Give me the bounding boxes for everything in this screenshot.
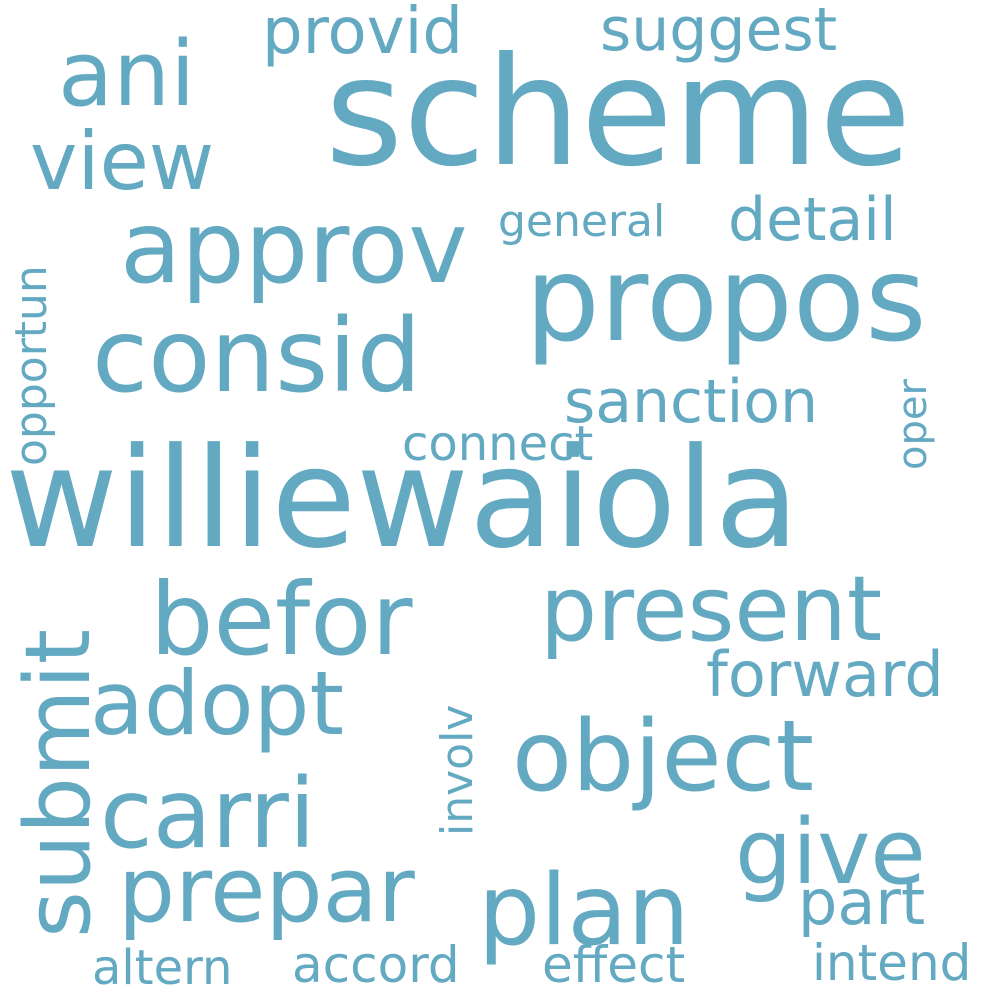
word-effect: effect (542, 936, 686, 994)
word-give: give (735, 800, 926, 905)
word-general: general (498, 196, 666, 247)
word-detail: detail (728, 185, 897, 255)
word-oper: oper (890, 379, 936, 470)
word-williewaiola: williewaiola (5, 418, 800, 579)
word-adopt: adopt (90, 652, 344, 755)
word-plan: plan (478, 854, 690, 968)
word-object: object (512, 700, 814, 814)
word-sanction: sanction (564, 367, 818, 437)
word-ani: ani (58, 22, 196, 127)
word-part: part (798, 866, 926, 939)
word-opportun: opportun (6, 265, 57, 466)
word-present: present (540, 557, 883, 662)
word-propos: propos (525, 230, 927, 368)
word-provid: provid (262, 0, 463, 69)
word-accord: accord (292, 936, 460, 994)
word-consid: consid (92, 297, 422, 416)
word-involv: involv (432, 704, 483, 836)
word-prepar: prepar (118, 838, 415, 943)
word-altern: altern (92, 940, 233, 996)
word-carri: carri (100, 758, 316, 870)
word-scheme: scheme (325, 26, 912, 200)
word-view: view (30, 115, 215, 208)
word-befor: befor (150, 561, 413, 678)
word-approv: approv (120, 189, 468, 306)
word-connect: connect (402, 416, 594, 472)
word-suggest: suggest (600, 0, 838, 65)
word-intend: intend (812, 934, 972, 992)
word-forward: forward (706, 638, 944, 711)
word-submit: submit (6, 628, 111, 938)
